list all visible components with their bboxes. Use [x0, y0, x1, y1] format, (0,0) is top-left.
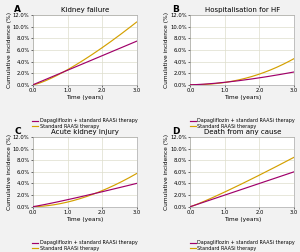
Title: Death from any cause: Death from any cause: [203, 129, 281, 135]
Y-axis label: Cumulative incidence (%): Cumulative incidence (%): [164, 12, 169, 88]
X-axis label: Time (years): Time (years): [66, 94, 104, 100]
Legend: Dapagliflozin + standard RAASi therapy, Standard RAASi therapy: Dapagliflozin + standard RAASi therapy, …: [188, 116, 297, 131]
Legend: Dapagliflozin + standard RAASi therapy, Standard RAASi therapy: Dapagliflozin + standard RAASi therapy, …: [30, 116, 139, 131]
Title: Acute kidney injury: Acute kidney injury: [51, 129, 119, 135]
Legend: Dapagliflozin + standard RAASi therapy, Standard RAASi therapy: Dapagliflozin + standard RAASi therapy, …: [30, 238, 139, 252]
Text: C: C: [14, 127, 21, 136]
Y-axis label: Cumulative incidence (%): Cumulative incidence (%): [7, 134, 11, 210]
Y-axis label: Cumulative incidence (%): Cumulative incidence (%): [7, 12, 11, 88]
X-axis label: Time (years): Time (years): [66, 216, 104, 222]
Text: A: A: [14, 5, 21, 14]
Text: D: D: [172, 127, 179, 136]
Text: B: B: [172, 5, 179, 14]
Title: Hospitalisation for HF: Hospitalisation for HF: [205, 7, 280, 13]
Legend: Dapagliflozin + standard RAASi therapy, Standard RAASi therapy: Dapagliflozin + standard RAASi therapy, …: [188, 238, 297, 252]
Y-axis label: Cumulative incidence (%): Cumulative incidence (%): [164, 134, 169, 210]
X-axis label: Time (years): Time (years): [224, 216, 261, 222]
Title: Kidney failure: Kidney failure: [61, 7, 109, 13]
X-axis label: Time (years): Time (years): [224, 94, 261, 100]
